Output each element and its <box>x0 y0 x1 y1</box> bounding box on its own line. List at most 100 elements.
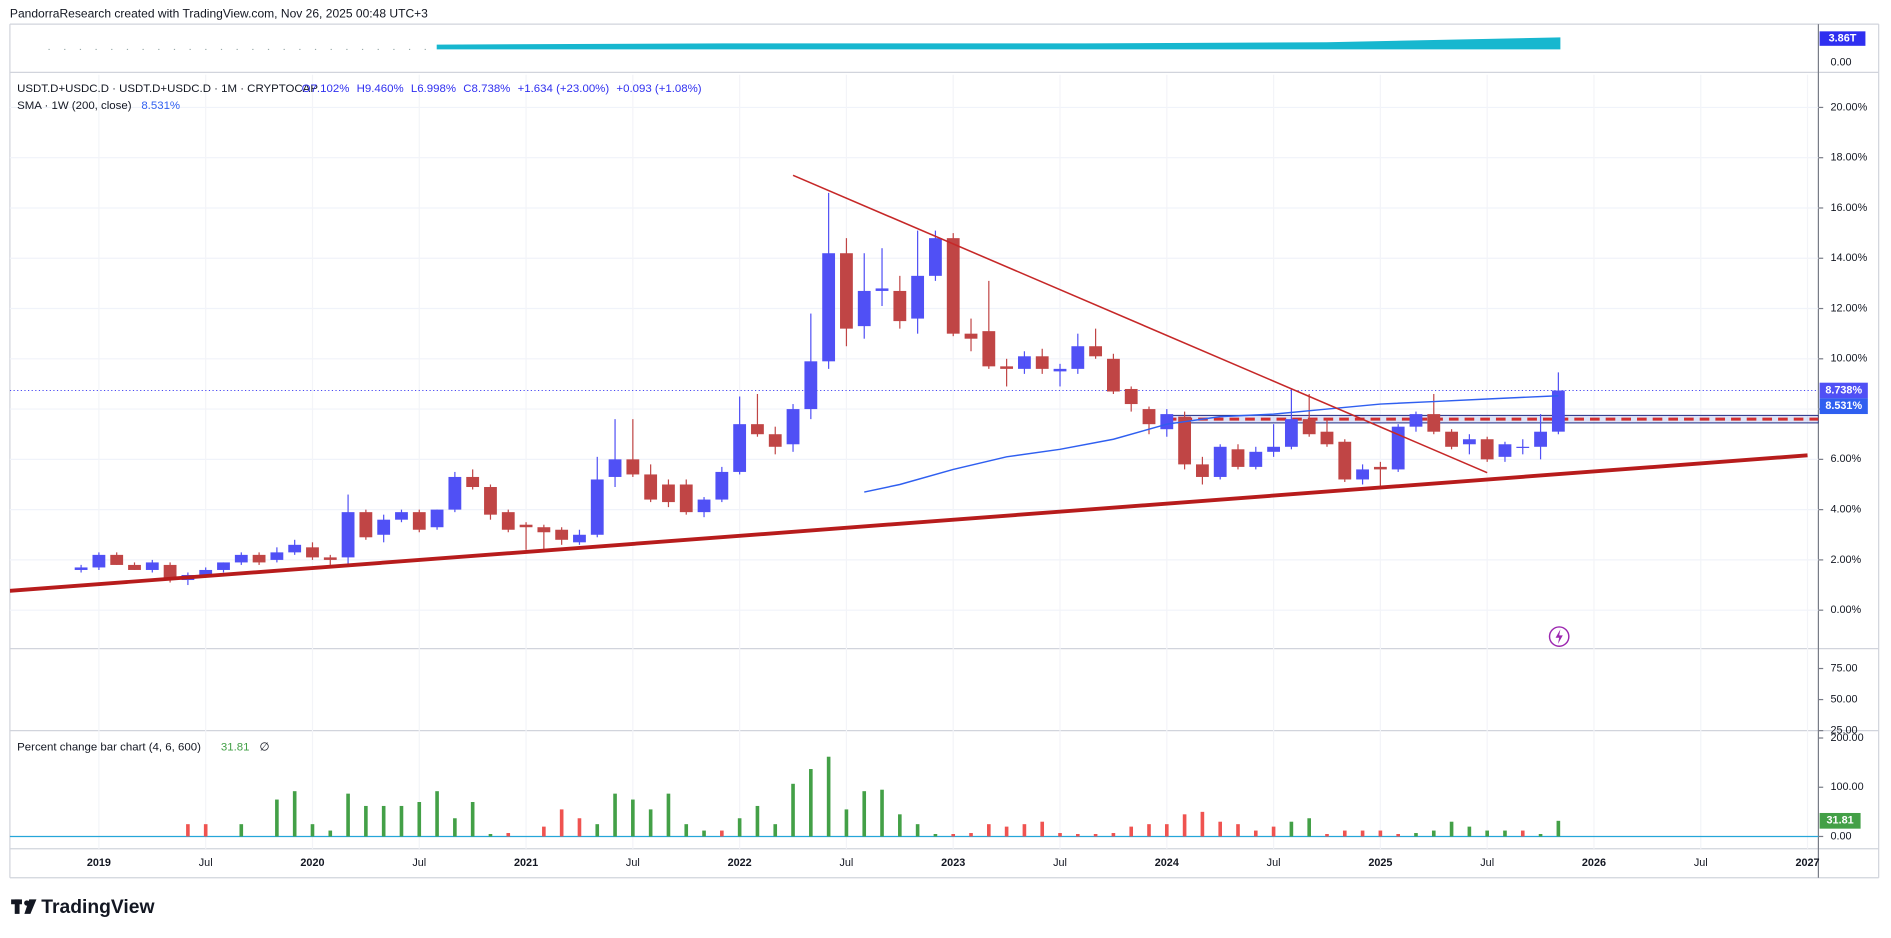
candle-body <box>1000 366 1014 369</box>
value-label: 31.81 <box>1827 815 1854 827</box>
bar <box>435 791 439 837</box>
ohlc-legend: O7.102% H9.460% L6.998% C8.738% +1.634 (+23.… <box>302 83 702 95</box>
candle-body <box>1124 388 1138 405</box>
candle-body <box>74 567 88 570</box>
bar <box>898 814 902 837</box>
bar <box>1040 821 1045 837</box>
candle-body <box>840 253 853 329</box>
bar <box>826 756 831 837</box>
candle-body <box>608 459 622 477</box>
candle-body <box>857 290 871 327</box>
bar <box>666 793 671 837</box>
bar <box>648 809 653 837</box>
header: PandorraResearch created with TradingVie… <box>10 7 428 21</box>
candle-body <box>359 512 373 538</box>
candle-body <box>697 499 711 513</box>
bar <box>1182 814 1187 837</box>
bar <box>684 824 689 837</box>
bar <box>328 830 333 837</box>
candle-body <box>1249 451 1263 467</box>
bar <box>951 834 956 837</box>
candle-body <box>1213 446 1227 477</box>
candle-body <box>929 238 942 276</box>
top-strip-tick: 0.00 <box>1830 57 1851 69</box>
candle-body <box>412 512 426 530</box>
bar <box>1360 830 1365 837</box>
bar <box>1058 833 1062 837</box>
candle-body <box>1302 419 1316 435</box>
sma-legend-value: 8.531% <box>141 100 180 112</box>
bar <box>506 833 511 837</box>
bar <box>987 824 991 837</box>
candle-body <box>288 544 302 553</box>
bar <box>809 769 813 837</box>
candle-body <box>679 484 693 513</box>
bar <box>613 793 617 837</box>
logo-text: TradingView <box>41 897 155 918</box>
bar <box>1538 834 1543 837</box>
bar <box>1271 826 1276 837</box>
x-tick-label: Jul <box>1053 857 1067 869</box>
overlay: 0.00%2.00%4.00%6.00%8.00%10.00%12.00%14.… <box>9 101 1868 869</box>
candle-body <box>768 434 782 447</box>
candle-body <box>128 564 141 570</box>
ohlc-legend-value: +0.093 (+1.08%) <box>616 83 701 95</box>
bar <box>453 818 457 837</box>
bar <box>1467 826 1472 837</box>
price-label: 8.531% <box>1825 400 1862 412</box>
bar <box>1253 830 1258 837</box>
top-strip-label-box <box>1819 31 1866 46</box>
y-tick-label: 25.00 <box>1830 724 1857 736</box>
candle-body <box>252 554 266 563</box>
candle-body <box>1534 431 1547 447</box>
candle-body <box>1267 446 1281 452</box>
x-tick-label: Jul <box>1267 857 1281 869</box>
bar <box>381 805 386 837</box>
candle-body <box>163 564 177 581</box>
x-tick-label: 2020 <box>300 857 324 869</box>
candle-body <box>662 484 675 503</box>
bar <box>292 791 297 837</box>
x-tick-label: Jul <box>626 857 640 869</box>
bar <box>186 824 190 837</box>
bar <box>1378 830 1383 837</box>
candle-body <box>1498 444 1512 457</box>
candle-body <box>982 331 996 367</box>
candle-body <box>822 253 836 362</box>
bar <box>1129 826 1134 837</box>
price-label-box <box>1819 382 1868 399</box>
x-tick-label: Jul <box>1480 857 1494 869</box>
x-tick-label: 2024 <box>1155 857 1179 869</box>
candle-body <box>751 424 764 435</box>
candle-body <box>1462 439 1476 445</box>
bar <box>1200 811 1205 837</box>
candle-body <box>501 512 515 530</box>
candle-body <box>306 547 319 558</box>
candle-body <box>1195 464 1209 477</box>
candle-body <box>466 476 480 488</box>
x-tick-label: 2026 <box>1582 857 1606 869</box>
candle-body <box>626 459 640 475</box>
candle-body <box>1338 441 1352 480</box>
candle-body <box>323 557 337 560</box>
bar <box>1503 830 1507 837</box>
candle-body <box>1320 431 1334 445</box>
y-tick-label: 2.00% <box>1830 554 1861 566</box>
candle-body <box>573 534 586 543</box>
bar <box>737 818 742 837</box>
ohlc-legend-value: C8.738% <box>463 83 510 95</box>
candle-body <box>555 529 569 540</box>
bar <box>1076 834 1080 837</box>
bar <box>1342 830 1347 837</box>
candle-body <box>1391 426 1405 470</box>
y-tick-label: 12.00% <box>1830 302 1867 314</box>
candle-body <box>1356 469 1369 480</box>
bar <box>1022 824 1027 837</box>
candle-body <box>341 512 355 558</box>
bar <box>1325 834 1329 837</box>
trendline <box>792 174 1488 474</box>
y-tick-label: 0.00 <box>1830 830 1851 842</box>
candle-body <box>1231 449 1245 467</box>
bar <box>1396 834 1400 837</box>
bar <box>1556 820 1561 837</box>
